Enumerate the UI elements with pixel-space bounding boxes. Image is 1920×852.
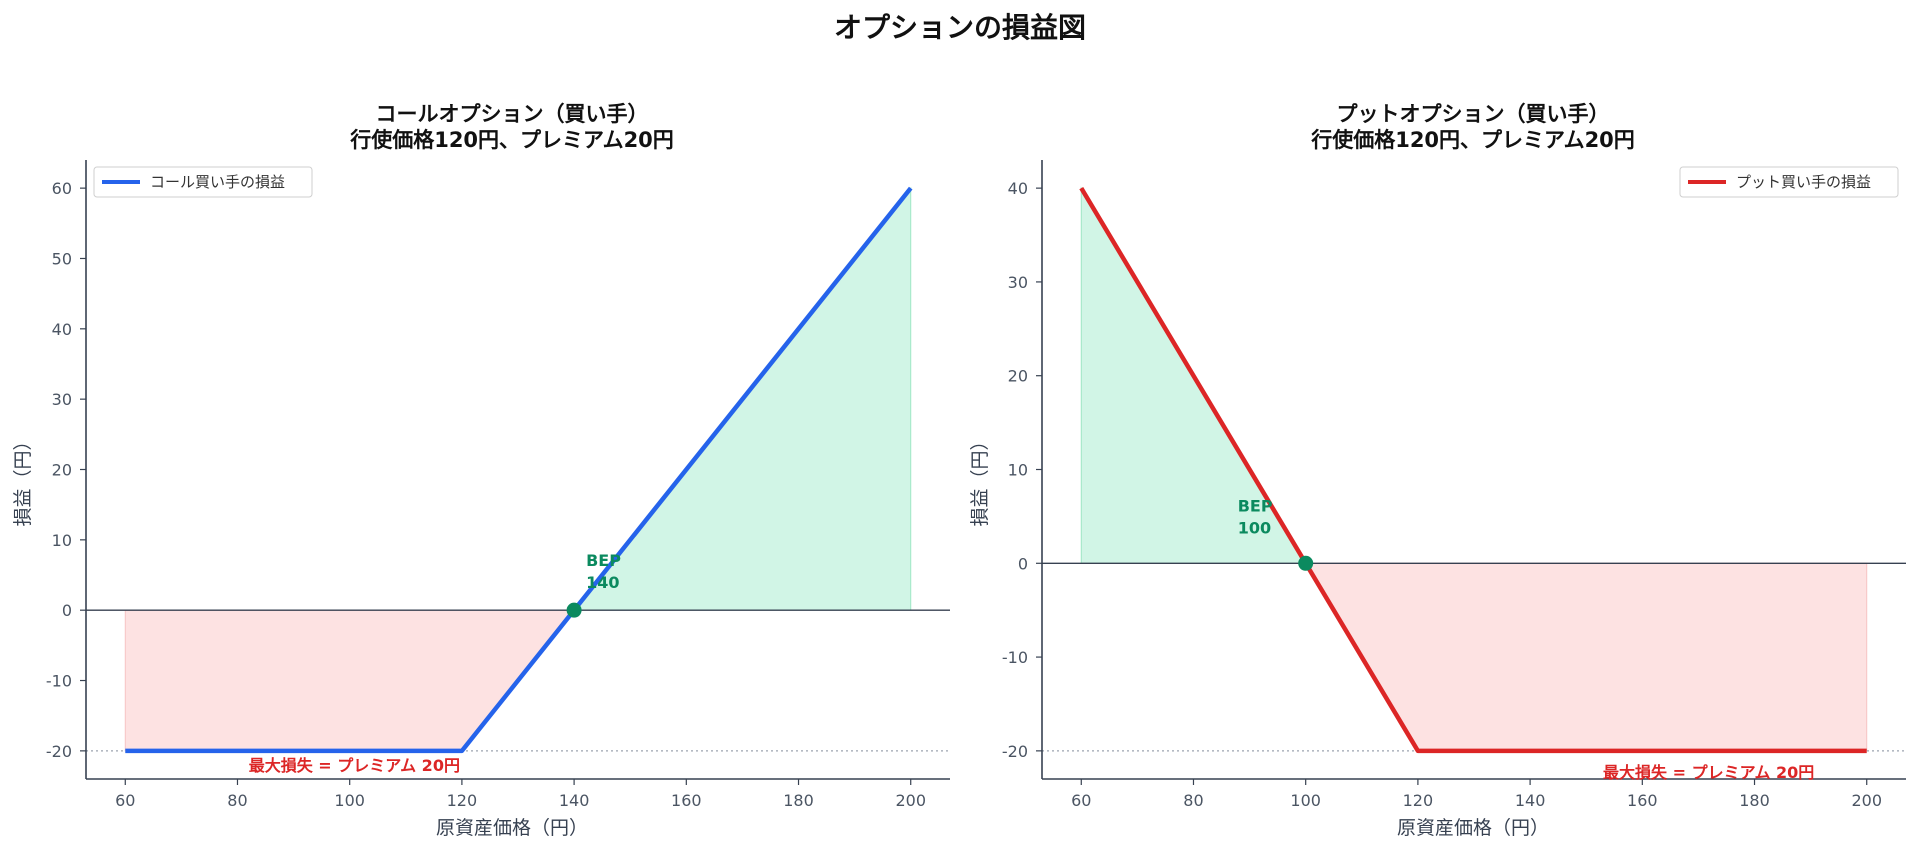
call-y-tick-label: 20 xyxy=(52,461,72,480)
put-x-tick-label: 100 xyxy=(1290,791,1321,810)
call-panel-subtitle: 行使価格120円、プレミアム20円 xyxy=(349,128,674,152)
put-bep-label-value: 100 xyxy=(1238,518,1271,537)
call-y-tick-label: 40 xyxy=(52,320,72,339)
put-fills xyxy=(1080,186,1868,752)
call-max-loss-label: 最大損失 = プレミアム 20円 xyxy=(249,756,460,775)
call-bep-label-title: BEP xyxy=(586,551,621,570)
call-y-tick-label: 60 xyxy=(52,179,72,198)
put-payoff-line xyxy=(1079,186,1867,754)
put-y-tick-label: 40 xyxy=(1008,179,1028,198)
call-y-axis-label: 損益（円） xyxy=(12,431,34,526)
call-y-tick-label: 50 xyxy=(52,249,72,268)
call-panel-title: コールオプション（買い手） xyxy=(376,102,649,126)
put-x-tick-label: 140 xyxy=(1515,791,1546,810)
put-x-tick-label: 120 xyxy=(1403,791,1434,810)
put-bep-marker xyxy=(1298,555,1314,571)
put-series xyxy=(1079,186,1867,754)
call-legend-label: コール買い手の損益 xyxy=(150,173,285,191)
put-y-tick-label: 0 xyxy=(1018,554,1028,573)
put-x-tick-label: 60 xyxy=(1071,791,1091,810)
put-x-tick-label: 200 xyxy=(1851,791,1882,810)
put-x-tick-label: 180 xyxy=(1739,791,1770,810)
put-x-tick-label: 160 xyxy=(1627,791,1658,810)
put-max-loss-label: 最大損失 = プレミアム 20円 xyxy=(1603,763,1814,782)
put-option-panel: プットオプション（買い手） 行使価格120円、プレミアム20円 60 80 100 1… xyxy=(969,102,1906,839)
put-x-axis-label: 原資産価格（円） xyxy=(1397,817,1549,839)
put-y-tick-label: -10 xyxy=(1002,648,1028,667)
call-legend-box xyxy=(93,166,313,198)
call-fills xyxy=(124,186,912,752)
call-y-tick-label: 10 xyxy=(52,531,72,550)
call-x-tick-label: 140 xyxy=(559,791,590,810)
call-y-tick-label: -20 xyxy=(46,742,72,761)
put-y-tick-label: 10 xyxy=(1008,461,1028,480)
figure-title: オプションの損益図 xyxy=(834,11,1086,44)
put-bep-label-title: BEP xyxy=(1238,496,1273,515)
call-payoff-line xyxy=(125,186,913,754)
call-legend: コール買い手の損益 xyxy=(93,166,313,198)
call-bep-label-value: 140 xyxy=(586,573,619,592)
call-loss-area xyxy=(124,609,576,752)
call-ticks: 60 80 100 120 140 160 180 200 -20 -10 0 10 20 30 40 50 6… xyxy=(46,179,926,810)
call-option-panel: コールオプション（買い手） 行使価格120円、プレミアム20円 60 80 100 1… xyxy=(12,102,950,839)
put-y-axis-label: 損益（円） xyxy=(969,431,991,526)
call-x-tick-label: 160 xyxy=(671,791,702,810)
call-x-tick-label: 100 xyxy=(334,791,365,810)
put-loss-area xyxy=(1304,562,1868,752)
put-legend-box xyxy=(1679,166,1899,198)
call-guides xyxy=(86,609,950,752)
put-y-tick-label: -20 xyxy=(1002,742,1028,761)
call-x-tick-label: 120 xyxy=(447,791,478,810)
call-x-tick-label: 80 xyxy=(227,791,247,810)
call-x-tick-label: 180 xyxy=(783,791,814,810)
put-x-tick-label: 80 xyxy=(1183,791,1203,810)
put-panel-subtitle: 行使価格120円、プレミアム20円 xyxy=(1310,128,1635,152)
put-ticks: 60 80 100 120 140 160 180 200 -20 -10 0 10 20 30 40 xyxy=(1002,179,1882,810)
call-y-tick-label: -10 xyxy=(46,672,72,691)
put-panel-title: プットオプション（買い手） xyxy=(1337,102,1610,126)
put-y-tick-label: 30 xyxy=(1008,273,1028,292)
call-y-tick-label: 0 xyxy=(62,601,72,620)
put-legend: プット買い手の損益 xyxy=(1679,166,1899,198)
call-x-tick-label: 200 xyxy=(895,791,926,810)
put-legend-label: プット買い手の損益 xyxy=(1736,173,1871,191)
call-bep-marker xyxy=(566,602,582,618)
call-x-tick-label: 60 xyxy=(115,791,135,810)
call-series xyxy=(125,186,913,754)
put-y-tick-label: 20 xyxy=(1008,367,1028,386)
call-y-tick-label: 30 xyxy=(52,390,72,409)
call-x-axis-label: 原資産価格（円） xyxy=(436,817,588,839)
